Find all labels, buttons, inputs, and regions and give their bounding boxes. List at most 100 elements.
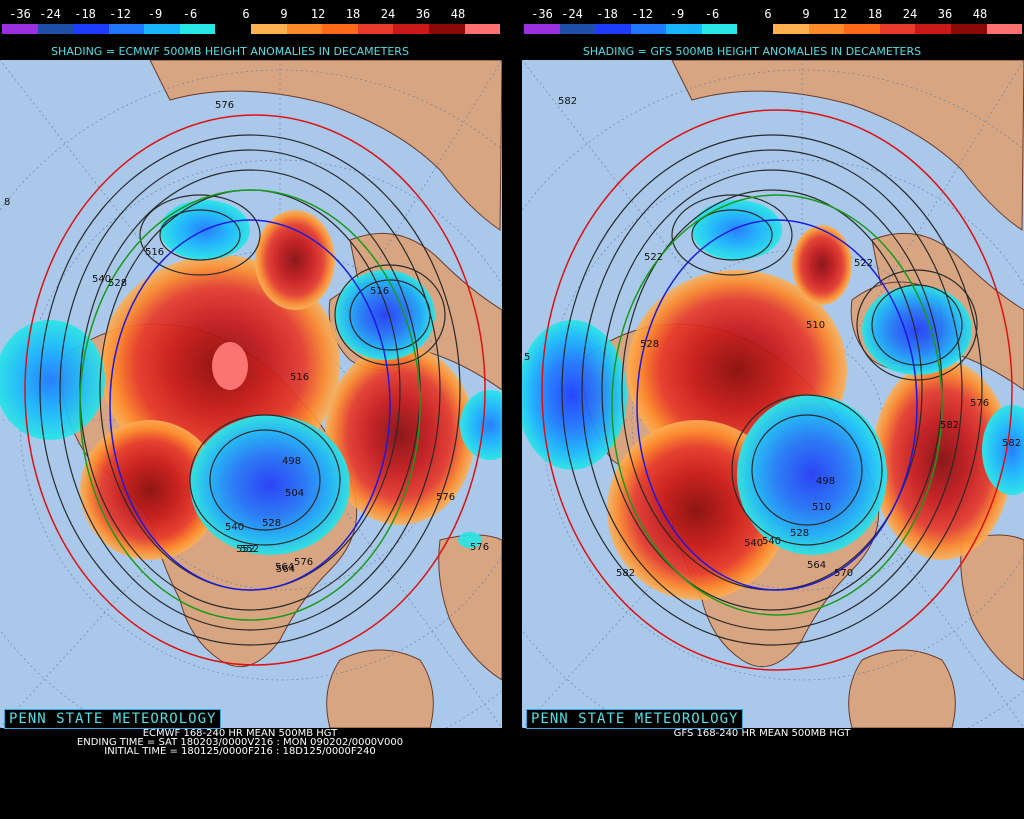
contour-labels: 576 516 528 516 540 552 564 576 576 516 …: [4, 100, 489, 575]
colorbar-swatch: [808, 24, 845, 34]
contour-label: 540: [92, 274, 111, 285]
contour-labels: 582 522 510 528 522 540 498 510 528 540 …: [524, 96, 1021, 579]
colorbar-label: 48: [972, 7, 988, 21]
map-area: 576 516 528 516 540 552 564 576 576 516 …: [0, 60, 502, 728]
anomaly-shading: [0, 200, 502, 560]
contour-label: 540: [225, 522, 244, 533]
colorbar-label: -36: [9, 7, 31, 21]
colorbar-label: -12: [631, 7, 653, 21]
colorbar-swatch: [215, 24, 252, 34]
colorbar-swatch: [108, 24, 145, 34]
height-contours: [561, 134, 983, 646]
colorbar-swatch: [524, 24, 560, 34]
positive-anomaly: [325, 345, 475, 525]
positive-anomaly: [792, 225, 852, 305]
colorbar-swatch: [844, 24, 880, 34]
contour-label: 516: [145, 247, 164, 258]
contour-label: 540: [762, 536, 781, 547]
negative-anomaly: [522, 320, 627, 470]
land-asia: [671, 60, 1024, 231]
ecmwf-panel: -36 -24 -18 -12 -9 -6 6 9 12 18 24 36 48…: [0, 0, 502, 819]
colorbar-swatch: [666, 24, 702, 34]
contour-label: 576: [294, 557, 313, 568]
colorbar-label: 18: [867, 7, 883, 21]
contour-label: 582: [1002, 438, 1021, 449]
colorbar-label: -18: [74, 7, 96, 21]
anomaly-map: 582 522 510 528 522 540 498 510 528 540 …: [522, 60, 1024, 728]
contour-label: 498: [816, 476, 835, 487]
colorbar-swatch: [37, 24, 74, 34]
contour-label: 522: [854, 258, 873, 269]
contour-label: 516: [290, 372, 309, 383]
land-south-america: [326, 649, 434, 728]
contour-label: 528: [640, 339, 659, 350]
colorbar-swatch: [251, 24, 287, 34]
peak-anomaly: [212, 342, 248, 390]
land-asia: [149, 60, 502, 231]
colorbar-swatch: [428, 24, 465, 34]
colorbar-swatch: [286, 24, 323, 34]
colorbar-label: 12: [310, 7, 326, 21]
colorbar-label: 36: [415, 7, 431, 21]
anomaly-map: 576 516 528 516 540 552 564 576 576 516 …: [0, 60, 502, 728]
colorbar-label: -6: [704, 7, 720, 21]
watermark: PENN STATE METEOROLOGY: [4, 709, 222, 729]
negative-anomaly: [458, 532, 482, 548]
contour-label: 8: [4, 197, 10, 208]
contour-label: 552: [236, 544, 255, 555]
caption-line: INITIAL TIME = 180125/0000F216 : 18D125/…: [104, 746, 376, 757]
contour-label: 564: [276, 564, 295, 575]
contour-label: 576: [970, 398, 989, 409]
positive-anomaly: [872, 360, 1012, 560]
colorbar-label: 12: [832, 7, 848, 21]
negative-anomaly: [460, 390, 502, 460]
contour-label: 5: [524, 352, 530, 363]
caption-line: ENDING TIME = SAT 180203/0000V216 : MON …: [76, 737, 404, 748]
colorbar-label: 18: [345, 7, 361, 21]
colorbar-labels: -36 -24 -18 -12 -9 -6 6 9 12 18 24 36 48: [0, 7, 502, 21]
colorbar-swatch: [73, 24, 109, 34]
colorbar-label: 9: [802, 7, 810, 21]
land-south-america: [848, 649, 956, 728]
colorbar-swatch: [2, 24, 38, 34]
negative-anomaly: [0, 320, 105, 440]
contour-label: 498: [282, 456, 301, 467]
contour-label: 564: [275, 562, 294, 573]
caption-line: ECMWF 168-240 HR MEAN 500MB HGT: [142, 728, 338, 739]
land-africa: [960, 534, 1024, 681]
colorbar-labels: -36 -24 -18 -12 -9 -6 6 9 12 18 24 36 48: [522, 7, 1024, 21]
key-contours: [541, 109, 1013, 671]
colorbar-swatch: [630, 24, 667, 34]
colorbar-swatch: [595, 24, 631, 34]
contour-label: 510: [806, 320, 825, 331]
contour-label: 528: [262, 518, 281, 529]
contour-label: 576: [436, 492, 455, 503]
colorbar: [524, 24, 1023, 34]
shading-title: SHADING = ECMWF 500MB HEIGHT ANOMALIES I…: [51, 45, 409, 58]
colorbar-swatch: [179, 24, 216, 34]
colorbar-swatch: [950, 24, 987, 34]
colorbar-swatch: [915, 24, 951, 34]
colorbar-label: -12: [109, 7, 131, 21]
caption-line: GFS 168-240 HR MEAN 500MB HGT: [673, 728, 851, 739]
contour-label: 528: [108, 278, 127, 289]
colorbar-label: -9: [147, 7, 163, 21]
contour-label: 516: [370, 286, 389, 297]
contour-label: 582: [940, 420, 959, 431]
colorbar-swatch: [559, 24, 596, 34]
shading-title: SHADING = GFS 500MB HEIGHT ANOMALIES IN …: [582, 45, 922, 58]
colorbar-label: 6: [242, 7, 250, 21]
negative-anomaly: [982, 405, 1024, 495]
colorbar-label: 24: [902, 7, 918, 21]
colorbar-swatch: [464, 24, 501, 34]
colorbar-label: -36: [531, 7, 553, 21]
contour-label: 528: [790, 528, 809, 539]
contour-label: 510: [812, 502, 831, 513]
negative-anomaly: [862, 285, 972, 375]
colorbar-swatch: [773, 24, 809, 34]
contour-label: 576: [215, 100, 234, 111]
colorbar-swatch: [322, 24, 358, 34]
colorbar-label: 36: [937, 7, 953, 21]
map-area: 582 522 510 528 522 540 498 510 528 540 …: [522, 60, 1024, 728]
colorbar-label: 48: [450, 7, 466, 21]
